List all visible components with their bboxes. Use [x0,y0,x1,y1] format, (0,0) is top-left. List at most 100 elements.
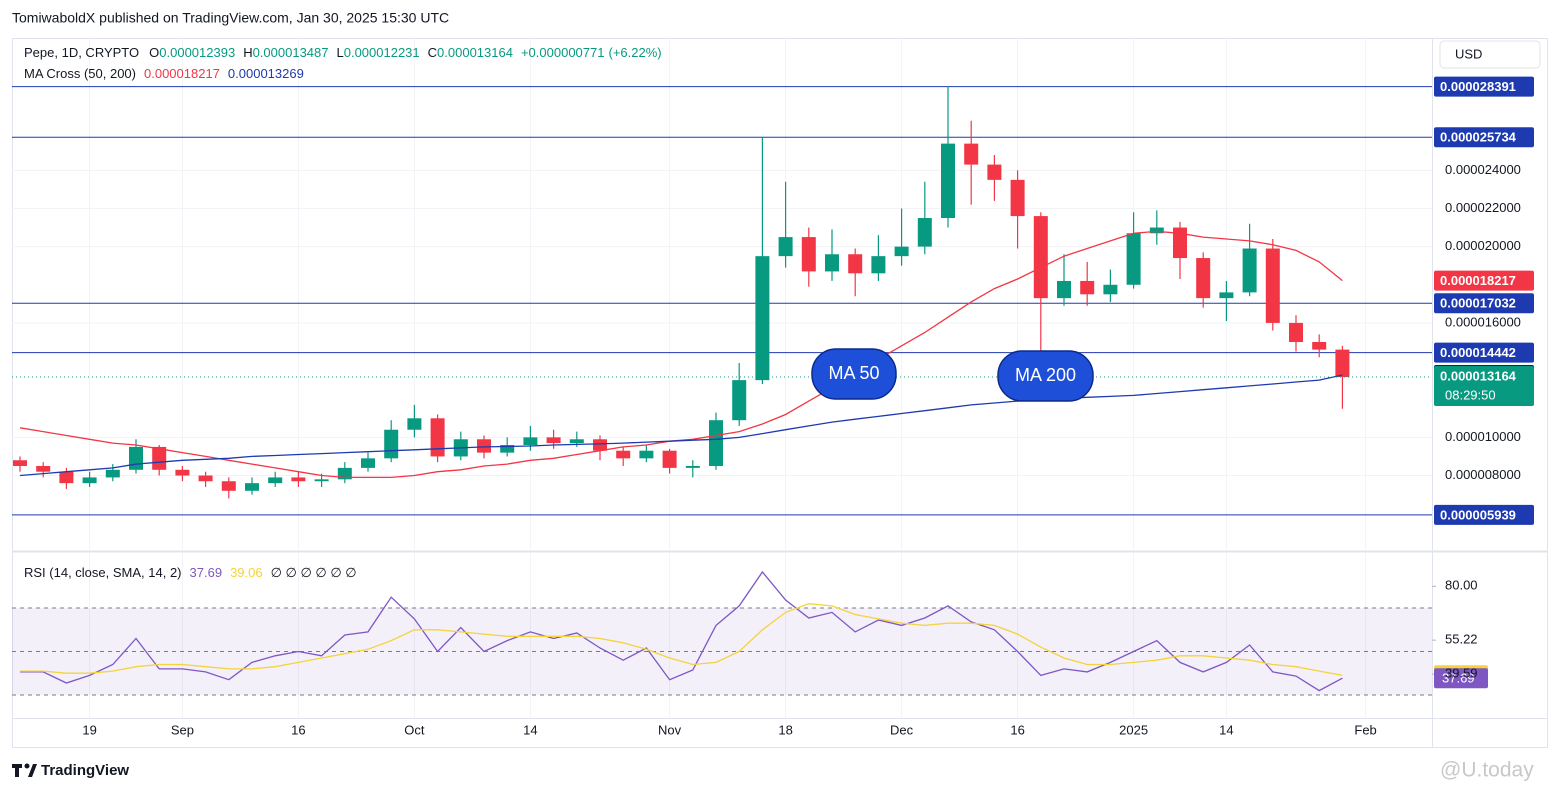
rsi-band [12,608,1432,695]
publisher: TomiwaboldX published on TradingView.com… [12,10,449,26]
y-tick-label: 0.000024000 [1445,162,1521,177]
candle-body [825,254,839,272]
rsi-tick-label: 80.00 [1445,578,1478,593]
indicator-name: MA Cross (50, 200) [24,66,136,81]
candle-body [1057,280,1071,299]
rsi-pane [12,553,1432,718]
candle-body [1149,227,1164,234]
candle-body [105,469,120,478]
x-tick-label: Dec [890,722,914,737]
currency: USD [1455,46,1482,61]
ma-annotation [811,348,897,400]
legend: Pepe, 1D, CRYPTO O0.000012393 H0.000013487… [24,45,662,60]
y-tick-label: 0.000008000 [1445,467,1521,482]
candle-body [477,439,491,453]
candle-body [407,418,422,430]
main-pane [12,38,1432,550]
price-label: 0.000013164 [1440,368,1517,383]
candle-body [593,439,607,451]
rsi-extra: ∅ ∅ ∅ ∅ ∅ ∅ [271,565,357,580]
y-tick-label: 0.000020000 [1445,238,1521,253]
candle-body [129,446,143,470]
candle-body [1126,233,1141,285]
level-label: 0.000025734 [1440,130,1517,145]
change-pct: (+6.22%) [608,45,661,60]
ma-value: 0.000018217 [144,66,220,81]
candle-body [894,246,909,257]
series-line [20,570,1343,692]
candle-body [801,237,816,272]
rsi-legend-value: 39.06 [230,565,263,580]
ohlc-name: L [337,45,344,60]
level-label: 0.000014442 [1440,345,1516,360]
level-label: 0.000028391 [1440,79,1516,94]
candle-body [964,143,979,165]
legend-title: Pepe, 1D, CRYPTO [24,45,139,60]
candle-body [755,256,770,381]
candle-body [500,444,515,453]
ma-annotation [997,350,1094,402]
x-tick-label: 19 [82,722,96,737]
candle-body [639,450,654,459]
series-line [20,603,1343,676]
candle-body [13,460,27,466]
level-label-box [1434,293,1534,314]
candle-body [384,429,399,459]
candle-body [59,471,74,484]
x-tick-label: Feb [1354,722,1376,737]
candle-body [546,437,561,444]
price-box [1434,366,1534,407]
level-label: 0.000005939 [1440,507,1516,522]
candle-body [569,439,584,444]
ohlc-value: 0.000013487 [253,45,329,60]
rsi-title: RSI (14, close, SMA, 14, 2) [24,565,182,580]
x-tick-label: Oct [404,722,425,737]
ohlc-value: 0.000012393 [159,45,235,60]
candle-body [36,465,51,472]
candle-body [848,254,863,274]
x-tick-label: 16 [291,722,305,737]
candle-body [1242,248,1257,293]
currency-button[interactable] [1439,40,1541,69]
y-tick-label: 0.000022000 [1445,200,1521,215]
candle-body [1080,280,1095,295]
candle-body [523,437,538,445]
candle-body [1033,216,1048,299]
candle-body [245,483,259,491]
x-tick-label: 14 [523,722,537,737]
ohlc-name: C [428,45,437,60]
candle-body [152,446,167,470]
candle-body [662,450,677,468]
tv-logo [12,763,37,777]
frame [12,38,1548,748]
ma-annotation-label: MA 200 [1015,365,1076,385]
candle-body [778,237,793,257]
candle-body [1289,322,1303,342]
candle-body [685,465,700,468]
candle-body [337,467,352,480]
candle-body [1219,292,1234,299]
legend: MA Cross (50, 200) 0.000018217 0.000013269 [24,66,304,81]
candle-body [1103,284,1118,295]
candle-body [221,481,236,491]
rsi-value-box [1434,668,1488,689]
ma-annotation-label: MA 50 [828,363,879,383]
candle-body [616,450,631,459]
candle-body [268,477,283,484]
ohlc-value: 0.000013164 [437,45,513,60]
candle-body [291,477,306,482]
candle-body [1173,227,1187,259]
level-label-box [1434,342,1534,363]
candle-body [430,418,445,457]
ohlc-name: H [243,45,252,60]
rsi-tick-label: 39.59 [1445,666,1478,681]
candle-body [175,469,190,476]
countdown: 08:29:50 [1445,387,1496,402]
candle-body [361,458,375,468]
candle-body [1010,179,1025,217]
x-tick-label: 16 [1010,722,1024,737]
rsi-legend-value: 37.69 [190,565,223,580]
candle-body [1265,248,1280,323]
